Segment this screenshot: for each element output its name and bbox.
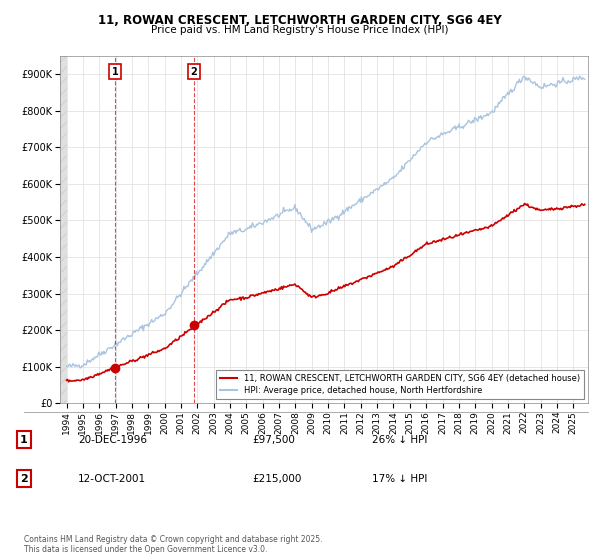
Text: Price paid vs. HM Land Registry's House Price Index (HPI): Price paid vs. HM Land Registry's House … <box>151 25 449 35</box>
Bar <box>60 56 67 403</box>
Text: 1: 1 <box>20 435 28 445</box>
Text: 2: 2 <box>20 474 28 484</box>
Text: 17% ↓ HPI: 17% ↓ HPI <box>372 474 427 484</box>
Text: 2: 2 <box>191 67 197 77</box>
Text: 11, ROWAN CRESCENT, LETCHWORTH GARDEN CITY, SG6 4EY: 11, ROWAN CRESCENT, LETCHWORTH GARDEN CI… <box>98 14 502 27</box>
Text: 1: 1 <box>112 67 118 77</box>
Text: £215,000: £215,000 <box>252 474 301 484</box>
Text: £97,500: £97,500 <box>252 435 295 445</box>
Legend: 11, ROWAN CRESCENT, LETCHWORTH GARDEN CITY, SG6 4EY (detached house), HPI: Avera: 11, ROWAN CRESCENT, LETCHWORTH GARDEN CI… <box>216 370 584 399</box>
Text: 12-OCT-2001: 12-OCT-2001 <box>78 474 146 484</box>
Text: Contains HM Land Registry data © Crown copyright and database right 2025.
This d: Contains HM Land Registry data © Crown c… <box>24 535 323 554</box>
Text: 26% ↓ HPI: 26% ↓ HPI <box>372 435 427 445</box>
Text: 20-DEC-1996: 20-DEC-1996 <box>78 435 147 445</box>
